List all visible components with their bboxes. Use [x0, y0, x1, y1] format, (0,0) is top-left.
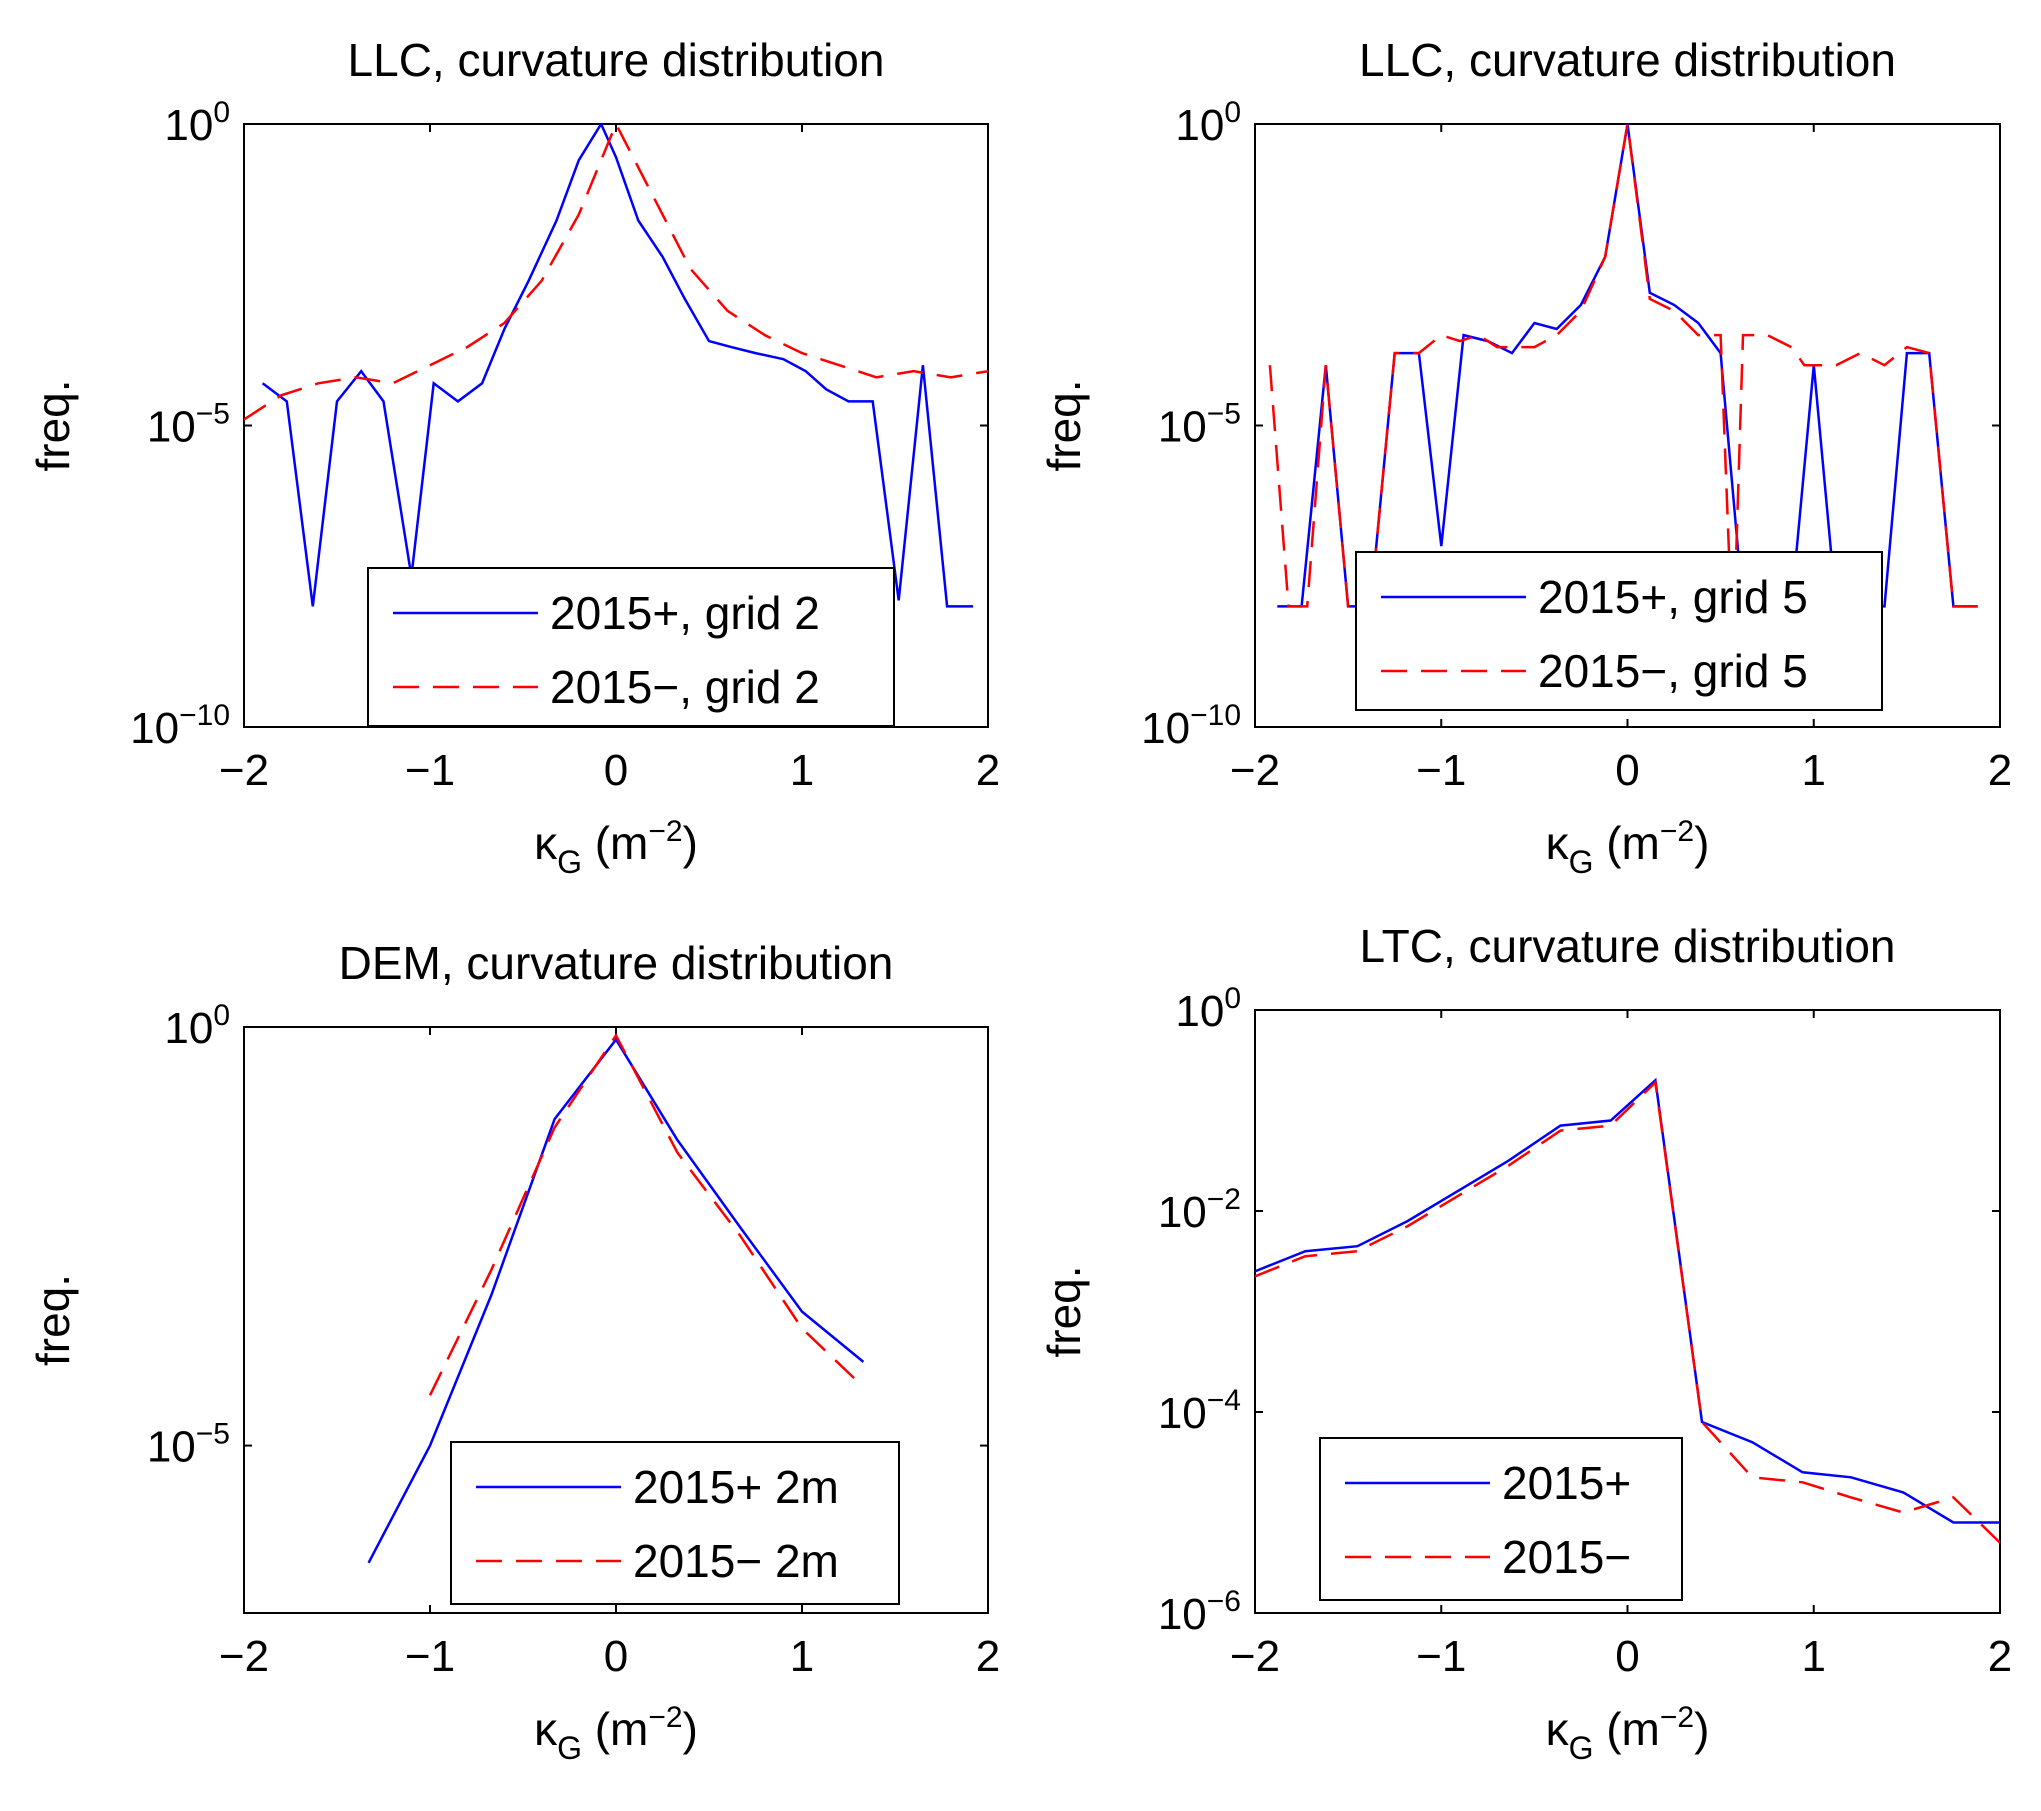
- legend-label: 2015+, grid 2: [550, 587, 820, 639]
- series-line-1: [1277, 124, 1978, 608]
- chart-title: LLC, curvature distribution: [1359, 34, 1896, 86]
- legend: 2015+, grid 2 2015−, grid 2: [367, 567, 895, 727]
- series-line-2: [244, 124, 988, 421]
- legend: 2015+ 2015−: [1319, 1437, 1683, 1601]
- legend-box: [367, 567, 895, 727]
- y-tick-label: 10−2: [1158, 1183, 1241, 1237]
- legend-box: [1355, 551, 1883, 711]
- chart-panel-2: LLC, curvature distribution −2 −1 0 1 2 10−10 1…: [1038, 34, 2012, 880]
- x-tick-label: 0: [1615, 746, 1639, 795]
- y-tick-label: 10−4: [1158, 1384, 1241, 1438]
- series-line-1: [367, 1037, 865, 1564]
- x-tick-label: −2: [219, 1632, 269, 1681]
- series-line-2: [1268, 124, 1978, 608]
- x-tick-label: −2: [1230, 746, 1280, 795]
- y-axis-label: freq.: [1038, 1265, 1090, 1357]
- chart-panel-1: LLC, curvature distribution −2 −1 0 1 2 10−10 1…: [27, 34, 1000, 880]
- chart-title: LTC, curvature distribution: [1359, 920, 1895, 972]
- x-tick-label: 2: [976, 1632, 1000, 1681]
- y-tick-label: 100: [164, 96, 230, 150]
- legend-label: 2015−, grid 2: [550, 661, 820, 713]
- x-tick-label: −2: [1230, 1632, 1280, 1681]
- x-tick-label: −1: [405, 1632, 455, 1681]
- series-line-2: [1255, 1079, 2000, 1544]
- x-tick-label: 2: [976, 746, 1000, 795]
- y-tick-label: 10−5: [1158, 398, 1241, 452]
- y-tick-label: 10−10: [130, 699, 230, 753]
- y-tick-label: 10−6: [1158, 1585, 1241, 1639]
- x-tick-label: 2: [1988, 1632, 2012, 1681]
- y-tick-label: 10−5: [147, 398, 230, 452]
- x-tick-label: 1: [1802, 1632, 1826, 1681]
- x-axis-label: κG (m−2): [1546, 1701, 1710, 1766]
- legend-label: 2015−, grid 5: [1538, 645, 1808, 697]
- x-tick-label: −2: [219, 746, 269, 795]
- y-tick-label: 10−10: [1141, 699, 1241, 753]
- x-tick-label: 1: [790, 1632, 814, 1681]
- x-tick-label: −1: [1416, 1632, 1466, 1681]
- legend-label: 2015− 2m: [633, 1535, 839, 1587]
- y-tick-label: 100: [164, 999, 230, 1053]
- x-tick-label: 1: [1802, 746, 1826, 795]
- series-line-1: [261, 124, 974, 608]
- y-tick-label: 10−5: [147, 1418, 230, 1472]
- chart-title: DEM, curvature distribution: [339, 937, 894, 989]
- chart-panel-4: LTC, curvature distribution −2 −1 0 1 2 10−6 10…: [1038, 920, 2012, 1766]
- legend-label: 2015+: [1502, 1457, 1631, 1509]
- x-axis-label: κG (m−2): [534, 1701, 698, 1766]
- legend-label: 2015+ 2m: [633, 1461, 839, 1513]
- x-tick-label: 2: [1988, 746, 2012, 795]
- x-tick-label: −1: [405, 746, 455, 795]
- y-axis-label: freq.: [1038, 379, 1090, 471]
- series-line-2: [428, 1032, 865, 1396]
- legend: 2015+ 2m 2015− 2m: [450, 1441, 900, 1605]
- x-axis-label: κG (m−2): [534, 815, 698, 880]
- x-tick-label: 0: [604, 1632, 628, 1681]
- legend-label: 2015+, grid 5: [1538, 571, 1808, 623]
- x-tick-label: −1: [1416, 746, 1466, 795]
- chart-panel-3: DEM, curvature distribution −2 −1 0 1 2 10−5 10…: [27, 937, 1000, 1766]
- y-axis-label: freq.: [27, 379, 79, 471]
- legend: 2015+, grid 5 2015−, grid 5: [1355, 551, 1883, 711]
- legend-box: [450, 1441, 900, 1605]
- x-tick-label: 0: [604, 746, 628, 795]
- chart-title: LLC, curvature distribution: [348, 34, 885, 86]
- x-tick-label: 1: [790, 746, 814, 795]
- series-line-1: [1255, 1077, 2000, 1524]
- y-tick-label: 100: [1175, 96, 1241, 150]
- x-axis-label: κG (m−2): [1546, 815, 1710, 880]
- legend-label: 2015−: [1502, 1531, 1631, 1583]
- x-tick-label: 0: [1615, 1632, 1639, 1681]
- legend-box: [1319, 1437, 1683, 1601]
- y-tick-label: 100: [1175, 982, 1241, 1036]
- y-axis-label: freq.: [27, 1274, 79, 1366]
